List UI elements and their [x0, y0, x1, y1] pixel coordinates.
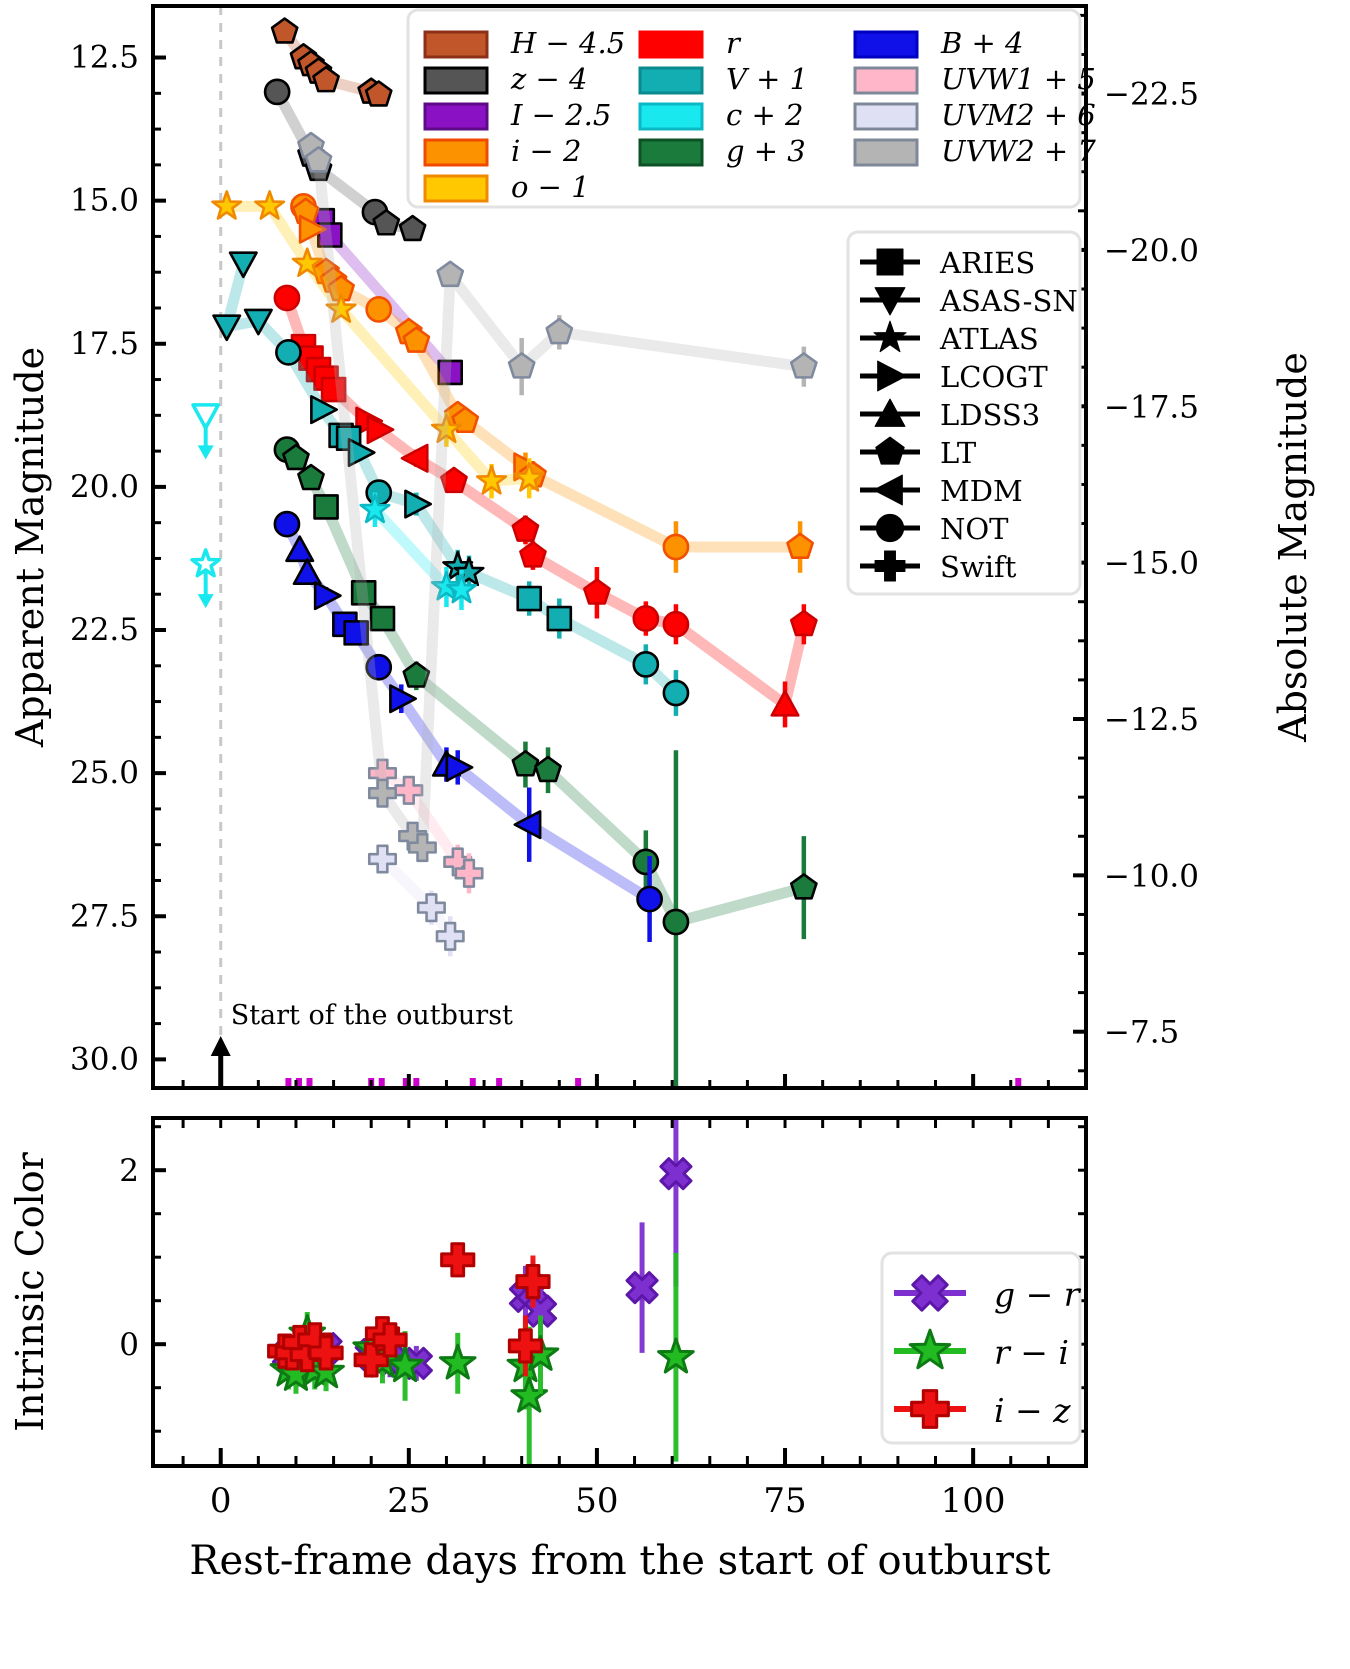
- y-tick-label-left: 20.0: [70, 469, 139, 505]
- series-o-1: [211, 190, 545, 499]
- y-tick-label-right: −17.5: [1104, 389, 1199, 425]
- y-tick-label-left: 12.5: [70, 40, 139, 76]
- y-tick-label-left: 22.5: [70, 612, 139, 648]
- x-tick-label: 75: [763, 1481, 806, 1521]
- bottom-panel-plot-area: [267, 1118, 695, 1466]
- legend-swatch: [853, 30, 919, 59]
- y-tick-label-left: 17.5: [70, 326, 139, 362]
- top-panel-plot-area: [190, 6, 1022, 1088]
- top-left-axis: 12.5 15.0 17.5 20.0 22.5 25.0 27.5 30.0: [70, 40, 166, 1077]
- y-axis-label-left: Apparent Magnitude: [8, 347, 52, 748]
- series-b-4: [273, 510, 663, 943]
- outburst-annotation: Start of the outburst: [210, 1000, 513, 1086]
- x-tick-label: 25: [387, 1481, 430, 1521]
- legend-swatch: [423, 102, 489, 131]
- legend-swatch: [423, 30, 489, 59]
- legend-swatch: [423, 66, 489, 95]
- legend-label: UVW2 + 7: [941, 134, 1096, 168]
- legend-label: H − 4.5: [510, 26, 625, 60]
- legend-label: ATLAS: [939, 322, 1039, 356]
- legend-label: r − i: [994, 1333, 1069, 1372]
- top-panel-frame: [151, 4, 1088, 1090]
- color-series-i-z: [267, 1242, 551, 1378]
- legend-swatch: [423, 174, 489, 203]
- legend-label: MDM: [940, 474, 1023, 508]
- legend-label: I − 2.5: [510, 98, 611, 132]
- legend-swatch: [638, 66, 704, 95]
- bottom-panel-frame: [151, 1116, 1088, 1468]
- legend-label: z − 4: [510, 62, 587, 96]
- top-right-axis: −22.5 −20.0 −17.5 −15.0 −12.5 −10.0 −7.5: [1073, 13, 1199, 1073]
- legend-label: UVM2 + 6: [941, 98, 1096, 132]
- legend-swatch: [638, 30, 704, 59]
- legend-label: B + 4: [940, 26, 1024, 60]
- legend-label: UVW1 + 5: [941, 62, 1096, 96]
- legend-label: ARIES: [939, 246, 1035, 280]
- y-tick-label-left: 30.0: [70, 1041, 139, 1077]
- y-tick-label-right: −10.0: [1104, 858, 1199, 894]
- legend-label: LT: [940, 436, 977, 470]
- y-tick-label-left: 25.0: [70, 755, 139, 791]
- x-tick-label: 50: [575, 1481, 618, 1521]
- series-uvm2-6: [367, 844, 465, 957]
- color-legend: g − r r − i i − z: [880, 1251, 1082, 1445]
- series-uvw1-5: [367, 758, 484, 894]
- legend-label: LCOGT: [940, 360, 1048, 394]
- series-r: [273, 284, 818, 728]
- legend-label: c + 2: [726, 98, 803, 132]
- legend-label: o − 1: [511, 170, 590, 204]
- y-tick-label-left: 27.5: [70, 898, 139, 934]
- outburst-annotation-label: Start of the outburst: [231, 1000, 513, 1031]
- legend-label: ASAS-SN: [939, 284, 1078, 318]
- legend-swatch: [638, 138, 704, 167]
- x-tick-label: 100: [941, 1481, 1006, 1521]
- legend-label: g − r: [994, 1275, 1082, 1314]
- y-tick-label-bottom-panel: 2: [119, 1153, 139, 1189]
- legend-label: NOT: [940, 512, 1009, 546]
- legend-label: g + 3: [726, 134, 806, 168]
- filter-legend: H − 4.5z − 4I − 2.5i − 2o − 1 rV + 1c + 2…: [406, 8, 1096, 209]
- bottom-x-axis: 0 25 50 75 100: [181, 1118, 1088, 1521]
- legend-swatch: [853, 102, 919, 131]
- bottom-left-axis: 20: [119, 1125, 1086, 1433]
- legend-swatch: [423, 138, 489, 167]
- y-axis-label-bottom-panel: Intrinsic Color: [8, 1151, 52, 1432]
- series-v-1: [212, 251, 690, 716]
- y-tick-label-bottom-panel: 0: [119, 1327, 139, 1363]
- y-tick-label-right: −20.0: [1104, 233, 1199, 269]
- series-h-4-5: [270, 17, 393, 107]
- y-tick-label-right: −7.5: [1104, 1015, 1179, 1051]
- legend-swatch: [853, 66, 919, 95]
- x-axis-label: Rest-frame days from the start of outbur…: [189, 1538, 1050, 1584]
- y-tick-label-right: −12.5: [1104, 702, 1199, 738]
- legend-label: Swift: [940, 550, 1017, 584]
- legend-label: i − 2: [511, 134, 581, 168]
- y-axis-label-right: Absolute Magnitude: [1271, 352, 1315, 743]
- instrument-legend: ARIES ASAS-SN ATLAS LCOGT LDSS3 LT MDM NOT Swift: [846, 230, 1082, 596]
- x-tick-label: 0: [210, 1481, 232, 1521]
- series-uvw2-7: [297, 131, 818, 863]
- series-c-2: [190, 403, 478, 610]
- legend-label: i − z: [994, 1391, 1071, 1430]
- y-tick-label-right: −22.5: [1104, 77, 1199, 113]
- legend-label: r: [726, 26, 742, 60]
- legend-label: V + 1: [726, 62, 808, 96]
- legend-swatch: [853, 138, 919, 167]
- legend-label: LDSS3: [940, 398, 1040, 432]
- y-tick-label-left: 15.0: [70, 183, 139, 219]
- y-tick-label-right: −15.0: [1104, 546, 1199, 582]
- legend-swatch: [638, 102, 704, 131]
